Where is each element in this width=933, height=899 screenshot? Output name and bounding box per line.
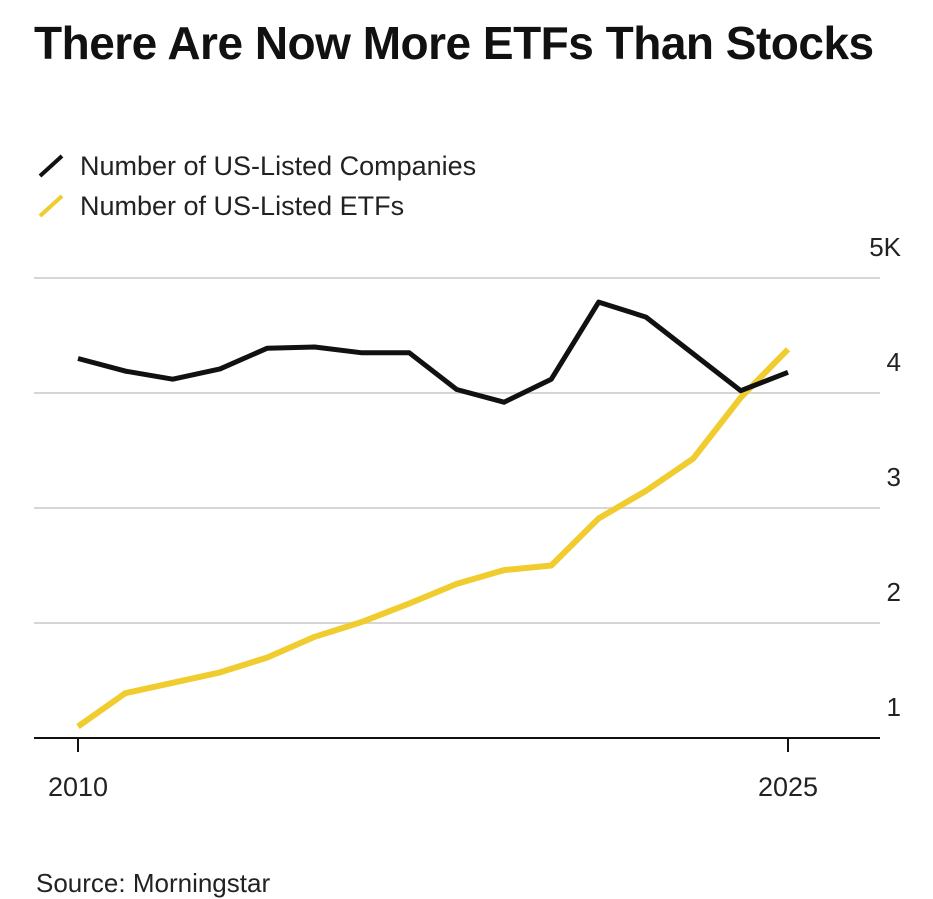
- chart-title: There Are Now More ETFs Than Stocks: [34, 17, 874, 69]
- legend-label-companies: Number of US-Listed Companies: [80, 150, 477, 181]
- y-tick-label: 1: [887, 692, 901, 722]
- y-tick-label: 5K: [869, 232, 901, 262]
- x-tick-label: 2010: [48, 772, 108, 802]
- y-tick-label: 4: [887, 347, 901, 377]
- yellow-line-swatch-icon: [38, 194, 64, 218]
- series-line-etfs: [76, 347, 791, 729]
- black-line-swatch-icon: [38, 154, 64, 178]
- legend: Number of US-Listed Companies Number of …: [36, 146, 476, 226]
- source-note: Source: Morningstar: [36, 868, 271, 898]
- y-tick-label: 2: [887, 577, 901, 607]
- line-chart: 1 2 3 4 5K 2010 2025: [34, 232, 902, 802]
- legend-item-etfs: Number of US-Listed ETFs: [36, 186, 476, 226]
- legend-item-companies: Number of US-Listed Companies: [36, 146, 476, 186]
- series-line-companies: [77, 299, 789, 405]
- x-tick-label: 2025: [758, 772, 818, 802]
- legend-label-etfs: Number of US-Listed ETFs: [80, 190, 405, 221]
- y-tick-label: 3: [887, 462, 901, 492]
